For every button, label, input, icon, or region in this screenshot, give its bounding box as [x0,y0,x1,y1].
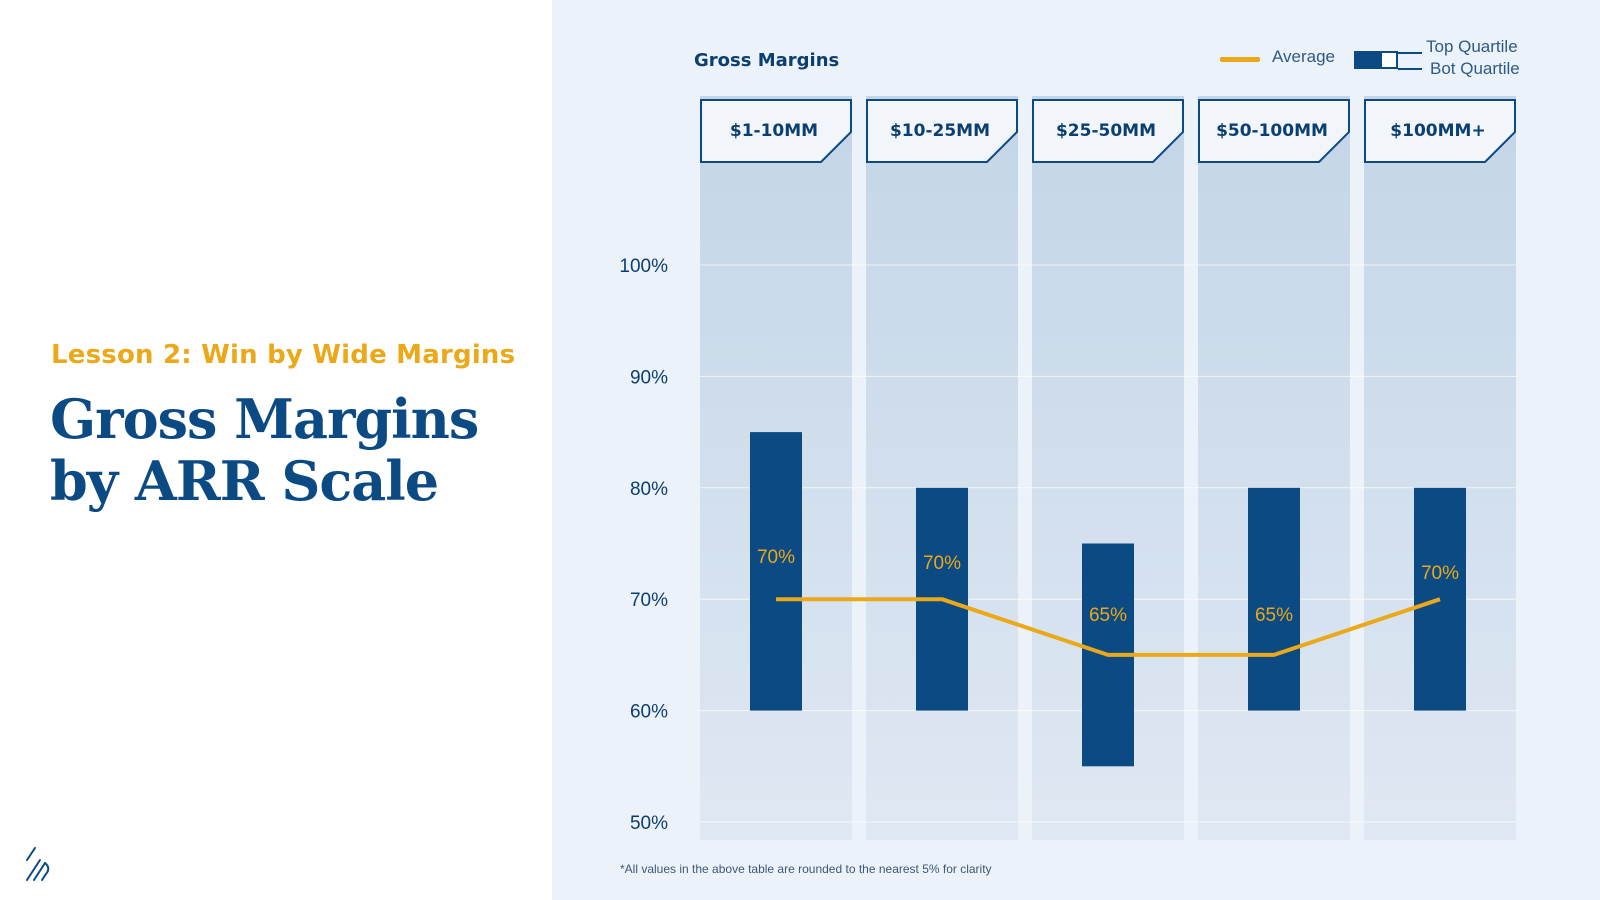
y-tick-label: 90% [630,367,668,388]
legend-average-swatch [1220,57,1260,62]
average-value-label: 65% [1255,605,1293,626]
legend-top-tick [1398,52,1422,54]
category-header [1032,99,1184,163]
category-label: $10-25MM [890,121,990,141]
category-column [866,96,1018,840]
category-header [1198,99,1350,163]
legend-bot-quartile-label: Bot Quartile [1430,59,1520,78]
category-column [1364,96,1516,840]
average-value-label: 65% [1089,605,1127,626]
chart-title: Gross Margins [694,50,840,71]
y-tick-label: 100% [619,256,668,277]
average-value-label: 70% [923,553,961,574]
category-header [866,99,1018,163]
y-tick-label: 80% [630,479,668,500]
y-tick-label: 70% [630,590,668,611]
category-column [1198,96,1350,840]
legend-bot-tick [1398,68,1422,70]
quartile-bar [1414,487,1466,711]
page-title-line-2: by ARR Scale [50,449,439,513]
y-tick-label: 60% [630,702,668,723]
average-value-label: 70% [1421,563,1459,584]
chart-panel: 70% 70% 65% 65% 70% $1-10MM $10-25MM $25-50MM $… [552,0,1600,900]
quartile-bar [750,432,802,711]
category-label: $100MM+ [1390,121,1485,141]
legend-quartile-swatch [1354,51,1398,69]
category-label: $50-100MM [1216,121,1328,141]
page-title: Gross Margins by ARR Scale [50,387,479,513]
average-line [776,597,1441,657]
legend-average-label: Average [1272,47,1336,66]
chart-legend: Average Top Quartile Bot Quartile [552,0,1600,100]
page-title-line-1: Gross Margins [50,387,479,451]
legend-quartile-swatch-inner [1382,53,1396,67]
category-header [700,99,852,163]
quartile-bar [1248,487,1300,711]
brand-logo-icon [26,847,50,881]
category-header [1364,99,1516,163]
y-tick-label: 50% [630,813,668,834]
average-value-label: 70% [757,547,795,568]
gross-margins-chart: 70% 70% 65% 65% 70% $1-10MM $10-25MM $25-50MM $… [619,96,1516,840]
legend-top-quartile-label: Top Quartile [1426,37,1518,56]
left-panel: Lesson 2: Win by Wide Margins Gross Marg… [0,0,552,900]
lesson-label: Lesson 2: Win by Wide Margins [51,340,516,370]
category-label: $25-50MM [1056,121,1156,141]
footnote: *All values in the above table are round… [620,862,992,876]
category-label: $1-10MM [730,121,818,141]
